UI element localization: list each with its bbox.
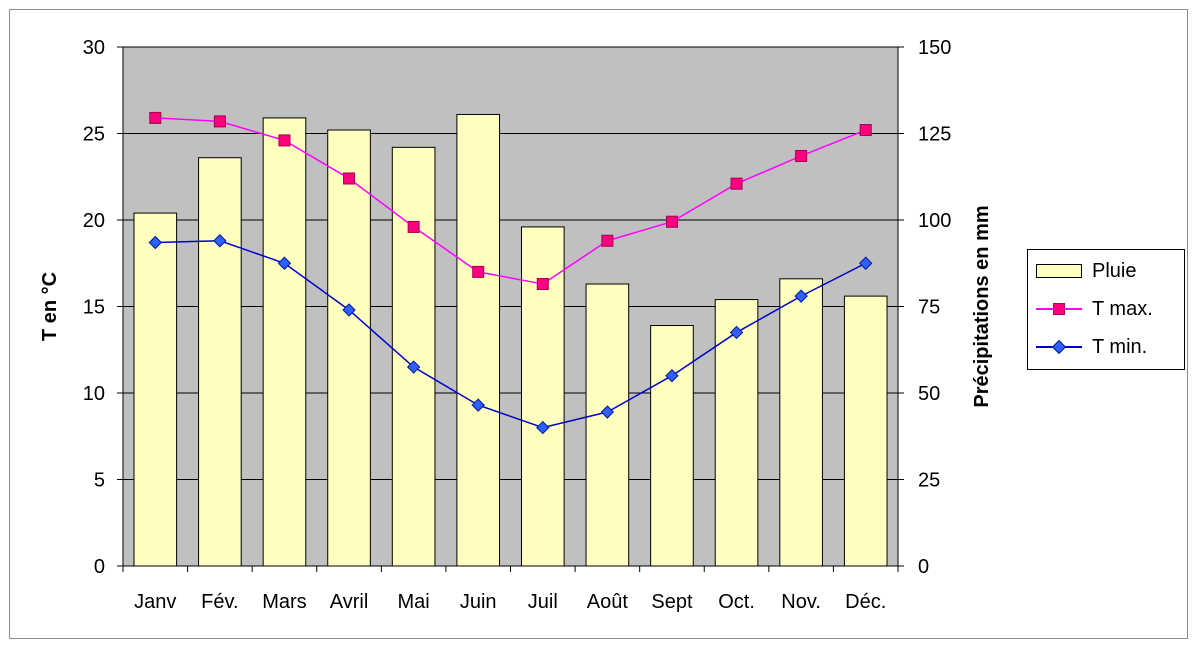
tmax-point	[278, 134, 291, 147]
category-label: Mars	[262, 591, 306, 613]
tmax-point	[472, 265, 485, 278]
legend-item-tmin: T min.	[1036, 335, 1147, 359]
tmax-point	[407, 220, 420, 233]
right-tick-label: 0	[918, 556, 929, 578]
rain-bar	[198, 157, 242, 567]
rain-bar	[391, 146, 436, 567]
right-tick-label: 75	[918, 297, 940, 319]
left-tick-label: 5	[94, 470, 105, 492]
category-label: Juil	[528, 591, 558, 613]
legend: Pluie T max. T min.	[1027, 249, 1185, 370]
tmin-point	[729, 325, 744, 340]
category-label: Mai	[398, 591, 430, 613]
tmax-point	[343, 172, 356, 185]
tmin-point	[213, 234, 227, 248]
left-axis-title: T en °C	[39, 272, 61, 341]
category-label: Oct.	[718, 591, 755, 613]
rain-bar	[779, 278, 823, 567]
left-tick-label: 10	[83, 383, 105, 405]
legend-label-tmin: T min.	[1092, 335, 1148, 358]
right-tick-label: 100	[918, 210, 951, 232]
right-tick-label: 150	[918, 37, 951, 59]
rain-bar	[520, 226, 565, 567]
left-tick-label: 20	[83, 210, 105, 232]
legend-label-rain: Pluie	[1092, 259, 1137, 282]
left-tick-label: 30	[83, 37, 105, 59]
legend-label-tmax: T max.	[1092, 297, 1153, 320]
rain-bar	[843, 295, 888, 567]
tmin-point	[665, 368, 679, 383]
left-tick-label: 15	[83, 297, 105, 319]
tmin-point	[342, 303, 356, 317]
tmax-point	[536, 278, 549, 291]
tmax-point	[730, 177, 743, 190]
tmin-line	[155, 240, 867, 429]
category-label: Avril	[330, 591, 369, 613]
tmin-point	[471, 398, 485, 412]
rain-bar	[714, 299, 759, 567]
tmax-point	[149, 111, 162, 124]
category-label: Juin	[460, 591, 497, 613]
rain-bar	[262, 117, 307, 567]
legend-swatch-tmin	[1036, 339, 1082, 355]
right-tick-label: 125	[918, 124, 951, 146]
legend-item-tmax: T max.	[1036, 297, 1153, 321]
tmin-point	[148, 235, 162, 250]
tmin-point	[600, 405, 615, 419]
tmax-point	[601, 234, 614, 247]
rain-bar	[327, 129, 371, 567]
tmax-line	[155, 117, 866, 285]
category-label: Janv	[134, 591, 176, 613]
tmin-point	[406, 360, 421, 374]
category-label: Août	[587, 591, 629, 613]
tmin-point	[859, 256, 873, 270]
category-label: Nov.	[781, 591, 821, 613]
rain-bar	[650, 325, 694, 567]
left-tick-label: 0	[94, 556, 105, 578]
left-tick-label: 25	[83, 124, 105, 146]
rain-bar	[456, 113, 501, 567]
tmax-point	[859, 124, 872, 137]
tmin-point	[277, 256, 292, 270]
legend-swatch-tmax	[1036, 302, 1082, 316]
legend-swatch-rain	[1036, 264, 1082, 278]
legend-item-rain: Pluie	[1036, 259, 1136, 283]
category-label: Sept	[651, 591, 693, 613]
rain-bar	[133, 212, 178, 567]
category-label: Fév.	[201, 591, 238, 613]
category-label: Déc.	[845, 591, 886, 613]
tmax-point	[213, 115, 226, 128]
right-tick-label: 25	[918, 470, 940, 492]
tmin-point	[794, 289, 808, 303]
tmin-point	[536, 420, 550, 435]
tmax-point	[795, 149, 808, 162]
tmax-point	[665, 215, 678, 228]
right-tick-label: 50	[918, 383, 940, 405]
rain-bar	[585, 283, 630, 567]
right-axis-title: Précipitations en mm	[971, 205, 993, 407]
